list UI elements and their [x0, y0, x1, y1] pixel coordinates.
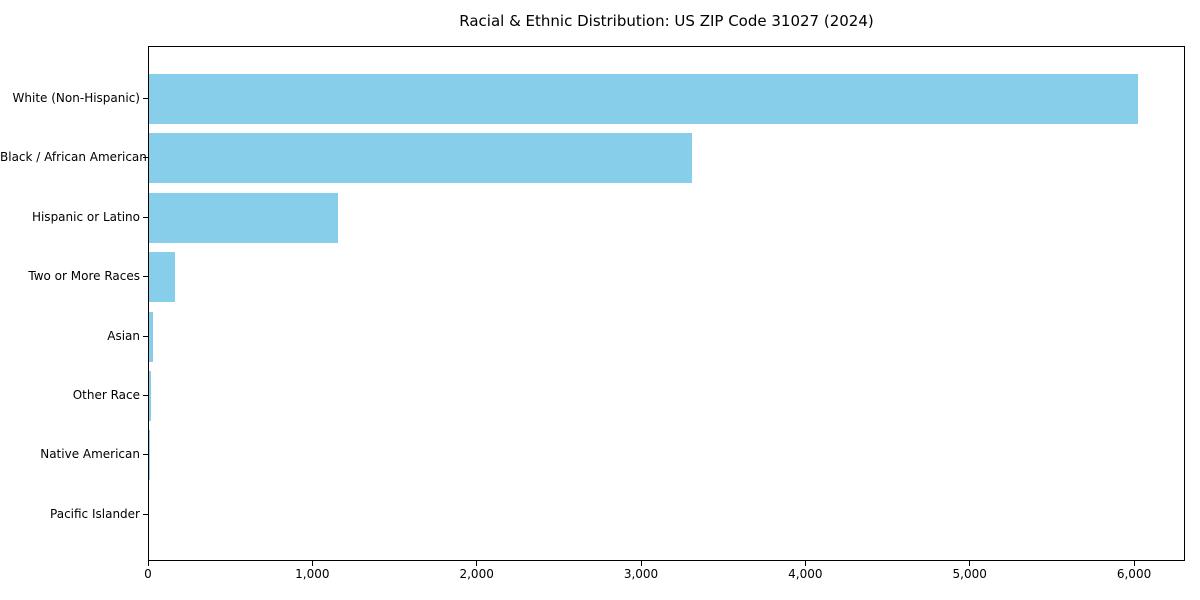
x-axis-tick — [476, 561, 478, 566]
bar-native-american — [149, 430, 150, 481]
bar-two-or-more-races — [149, 252, 176, 303]
x-tick-label-1,000: 1,000 — [295, 567, 330, 581]
bar-hispanic-or-latino — [149, 192, 338, 243]
x-axis-tick — [311, 561, 313, 566]
y-axis-tick — [143, 157, 148, 159]
x-axis-tick — [969, 561, 971, 566]
x-axis-tick — [1133, 561, 1135, 566]
x-tick-label-6,000: 6,000 — [1116, 567, 1152, 581]
y-tick-label-pacific-islander: Pacific Islander — [50, 506, 140, 521]
y-tick-label-black-african-american: Black / African American — [0, 150, 147, 165]
x-tick-label-0: 0 — [144, 567, 152, 581]
bar-white-non-hispanic — [149, 74, 1139, 124]
y-axis-tick — [143, 276, 148, 278]
y-tick-label-two-or-more-races: Two or More Races — [28, 269, 140, 284]
x-axis-tick — [804, 561, 806, 566]
y-tick-label-hispanic-or-latino: Hispanic or Latino — [31, 209, 140, 224]
y-tick-label-other-race: Other Race — [72, 388, 140, 402]
y-axis-tick — [143, 98, 148, 99]
x-tick-label-3,000: 3,000 — [623, 567, 659, 581]
bar-asian — [149, 311, 154, 362]
bar-black-african-american — [149, 133, 692, 184]
y-axis-tick — [143, 395, 148, 396]
x-axis-tick — [147, 561, 149, 566]
bar-other-race — [149, 371, 151, 421]
y-tick-label-asian: Asian — [107, 328, 140, 343]
y-axis-tick — [143, 216, 148, 218]
x-tick-label-2,000: 2,000 — [459, 567, 494, 581]
y-axis-tick — [143, 454, 148, 456]
chart-title: Racial & Ethnic Distribution: US ZIP Cod… — [459, 12, 874, 30]
y-tick-label-white-non-hispanic: White (Non-Hispanic) — [12, 91, 140, 105]
x-tick-label-4,000: 4,000 — [788, 567, 823, 581]
y-axis-tick — [143, 335, 148, 337]
x-tick-label-5,000: 5,000 — [952, 567, 987, 581]
x-axis-tick — [640, 561, 642, 566]
y-tick-label-native-american: Native American — [40, 447, 140, 462]
y-axis-tick — [143, 513, 148, 515]
plot-area — [148, 46, 1185, 561]
